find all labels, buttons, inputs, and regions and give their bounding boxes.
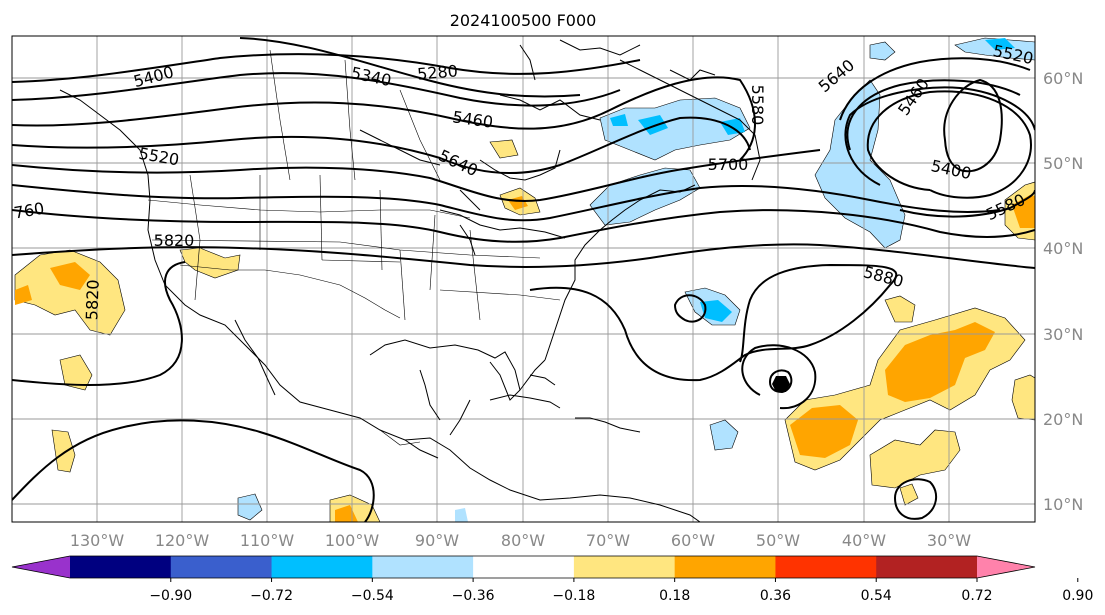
- lat-label: 30°N: [1043, 325, 1083, 344]
- lon-label: 130°W: [70, 531, 125, 550]
- colorbar-swatch: [876, 556, 978, 578]
- colorbar-outline: [11, 555, 1036, 579]
- map-title: 2024100500 F000: [450, 11, 597, 30]
- contour-label: 5700: [708, 155, 749, 174]
- colorbar-tick-label: −0.90: [149, 588, 192, 604]
- colorbar-tick-label: 0.90: [1062, 588, 1093, 604]
- lon-label: 30°W: [927, 531, 971, 550]
- colorbar-tick-label: −0.72: [250, 588, 293, 604]
- negative-anomaly-fill: [237, 37, 1035, 522]
- colorbar-tick-label: 0.72: [961, 588, 992, 604]
- lat-label: 20°N: [1043, 410, 1083, 429]
- colorbar-tick-label: 0.54: [861, 588, 892, 604]
- colorbar-tick-label: 0.36: [760, 588, 791, 604]
- colorbar-extend-min: [12, 556, 70, 578]
- lon-label: 120°W: [155, 531, 210, 550]
- colorbar-swatch: [271, 556, 373, 578]
- lon-label: 110°W: [240, 531, 295, 550]
- colorbar-extend-max: [977, 556, 1035, 578]
- storm-center-marker: [772, 376, 790, 392]
- contour-label: 5820: [154, 231, 195, 250]
- lon-label: 90°W: [415, 531, 459, 550]
- lon-label: 100°W: [325, 531, 380, 550]
- lat-label: 10°N: [1043, 495, 1083, 514]
- latitude-labels: 60°N 50°N 40°N 30°N 20°N 10°N: [1043, 69, 1083, 514]
- lon-label: 60°W: [671, 531, 715, 550]
- lat-label: 40°N: [1043, 239, 1083, 258]
- colorbar-tick-labels: −0.90 −0.72 −0.54 −0.36 −0.18 0.18 0.36 …: [149, 588, 1093, 604]
- colorbar-swatch: [170, 556, 273, 578]
- map-frame: [11, 35, 1036, 523]
- map-area: 5400 5340 5280 5460 5580 5640 5460 5520 …: [12, 36, 1035, 522]
- colorbar-tick-label: 0.18: [659, 588, 690, 604]
- lat-label: 50°N: [1043, 154, 1083, 173]
- lon-label: 80°W: [501, 531, 545, 550]
- colorbar-swatch: [473, 556, 575, 578]
- height-contours: [12, 37, 1035, 522]
- colorbar-tick-label: −0.36: [452, 588, 495, 604]
- lat-label: 60°N: [1043, 69, 1083, 88]
- political-borders: [147, 49, 561, 446]
- colorbar-swatch: [775, 556, 877, 578]
- contour-label: 5280: [416, 61, 458, 83]
- lon-label: 50°W: [756, 531, 800, 550]
- colorbar-swatch: [70, 556, 172, 578]
- colorbar-tick-label: −0.18: [552, 588, 595, 604]
- colorbar-swatch: [573, 556, 676, 578]
- colorbar: [11, 555, 1079, 582]
- contour-label: 5580: [748, 85, 767, 126]
- contour-label: 5820: [82, 279, 102, 320]
- colorbar-swatch: [372, 556, 474, 578]
- colorbar-swatch: [674, 556, 776, 578]
- colorbar-tick-label: −0.54: [351, 588, 394, 604]
- lon-label: 70°W: [586, 531, 630, 550]
- longitude-labels: 130°W 120°W 110°W 100°W 90°W 80°W 70°W 6…: [70, 531, 971, 550]
- lon-label: 40°W: [842, 531, 886, 550]
- positive-anomaly-fill: [14, 139, 1035, 522]
